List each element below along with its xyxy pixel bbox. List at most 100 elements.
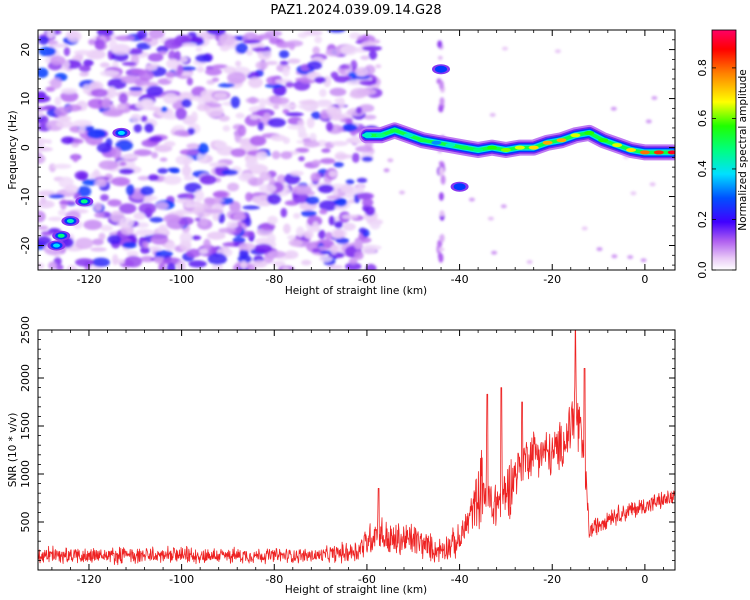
heatmap-noise-blob (318, 229, 326, 240)
heatmap-noise-blob (38, 46, 57, 57)
heatmap-noise-blob (100, 70, 120, 77)
heatmap-noise-blob (221, 169, 239, 176)
heatmap-noise-blob (328, 30, 346, 33)
x-tick-label: -80 (265, 273, 283, 286)
heatmap-noise-blob (209, 162, 228, 168)
heatmap-noise-blob (119, 153, 140, 160)
heatmap-noise-blob (90, 247, 107, 252)
heatmap-sparse-blob (489, 112, 496, 117)
heatmap-noise-blob (269, 177, 276, 186)
y-tick-label: 2000 (19, 364, 32, 392)
heatmap-noise-blob (334, 154, 354, 159)
heatmap-sparse-blob (611, 254, 618, 259)
heatmap-noise-blob (133, 123, 142, 133)
heatmap-noise-blob (140, 247, 151, 254)
heatmap-noise-blob (186, 77, 193, 86)
heatmap-noise-blob (181, 42, 198, 47)
snr-plot-area (38, 330, 675, 566)
heatmap-noise-blob (227, 71, 247, 84)
heatmap-noise-blob (306, 117, 315, 129)
heatmap-ridge-peak (626, 148, 636, 152)
heatmap-noise-blob (353, 239, 363, 250)
heatmap-noise-blob (109, 210, 125, 223)
heatmap-noise-blob (271, 150, 281, 160)
heatmap-sparse-blob (640, 258, 647, 263)
heatmap-sparse-blob (375, 64, 382, 69)
heatmap-noise-blob (119, 203, 137, 214)
heatmap-noise-blob (267, 250, 286, 258)
heatmap-noise-blob (279, 60, 289, 66)
colorbar: 0.0 0.2 0.4 0.6 0.8 Normalized spectral ampl… (696, 29, 749, 279)
heatmap-noise-blob (303, 30, 323, 36)
heatmap-sparse-blob (487, 216, 494, 221)
x-tick-label: -100 (169, 273, 194, 286)
heatmap-noise-blob (168, 50, 176, 61)
heatmap-ridge-peak (570, 133, 581, 138)
heatmap-noise-blob (328, 215, 335, 226)
heatmap-noise-blob (295, 147, 310, 153)
heatmap-noise-blob (52, 163, 72, 169)
heatmap-noise-blob (64, 184, 79, 193)
heatmap-noise-blob (99, 62, 110, 68)
heatmap-noise-blob (119, 217, 135, 228)
heatmap-noise-blob (38, 225, 49, 231)
heatmap-noise-blob (312, 46, 321, 55)
heatmap-noise-blob (186, 248, 202, 258)
heatmap-noise-blob (144, 123, 154, 133)
heatmap-noise (38, 30, 658, 270)
heatmap-noise-blob (292, 184, 312, 195)
heatmap-noise-blob (38, 210, 46, 223)
heatmap-noise-blob (199, 174, 217, 185)
heatmap-noise-blob (283, 223, 291, 234)
heatmap-noise-blob (245, 217, 252, 227)
heatmap-noise-blob (300, 79, 316, 84)
heatmap-noise-blob (67, 30, 82, 43)
heatmap-noise-blob (356, 185, 365, 195)
heatmap-spot (53, 243, 60, 248)
colorbar-tick-label: 0.4 (696, 160, 709, 178)
heatmap-stripe-blob (437, 55, 443, 61)
heatmap-noise-blob (235, 112, 245, 119)
heatmap-noise-blob (312, 221, 319, 232)
heatmap-noise-blob (360, 55, 370, 61)
snr-xlabel: Height of straight line (km) (285, 584, 427, 596)
heatmap-noise-blob (100, 224, 113, 232)
heatmap-noise-blob (345, 179, 355, 185)
heatmap-noise-blob (255, 61, 269, 70)
heatmap-noise-blob (150, 233, 169, 245)
heatmap-noise-blob (48, 261, 57, 270)
heatmap-noise-blob (282, 137, 290, 144)
heatmap-noise-blob (38, 111, 44, 118)
heatmap-noise-blob (287, 58, 301, 64)
heatmap-noise-blob (259, 184, 277, 193)
heatmap-noise-blob (40, 231, 54, 236)
colorbar-tick-label: 0.0 (696, 261, 709, 279)
heatmap-noise-blob (174, 50, 182, 62)
heatmap-noise-blob (75, 237, 94, 250)
heatmap-noise-blob (190, 36, 204, 43)
heatmap-spot (66, 219, 74, 223)
heatmap-noise-blob (355, 145, 373, 153)
y-tick-label: 1500 (19, 412, 32, 440)
snr-series-line (38, 330, 675, 566)
heatmap-noise-blob (163, 214, 181, 224)
heatmap-ridge-peak (375, 133, 386, 138)
heatmap-noise-blob (288, 42, 296, 51)
heatmap-sparse-blob (399, 190, 405, 195)
heatmap-sparse-blob (438, 247, 445, 252)
heatmap-noise-blob (159, 157, 168, 162)
heatmap-noise-blob (259, 98, 266, 110)
heatmap-noise-blob (341, 214, 359, 219)
heatmap-noise-blob (118, 168, 135, 175)
heatmap-noise-blob (143, 197, 153, 203)
heatmap-noise-blob (164, 242, 176, 251)
heatmap-ridge-peak (403, 133, 414, 138)
heatmap-noise-blob (127, 48, 143, 55)
heatmap-ridge-peak (361, 133, 372, 138)
heatmap-layer (38, 30, 675, 270)
heatmap-noise-blob (246, 49, 253, 56)
heatmap-stripe-blob (438, 253, 444, 263)
heatmap-sparse-blob (502, 46, 508, 51)
